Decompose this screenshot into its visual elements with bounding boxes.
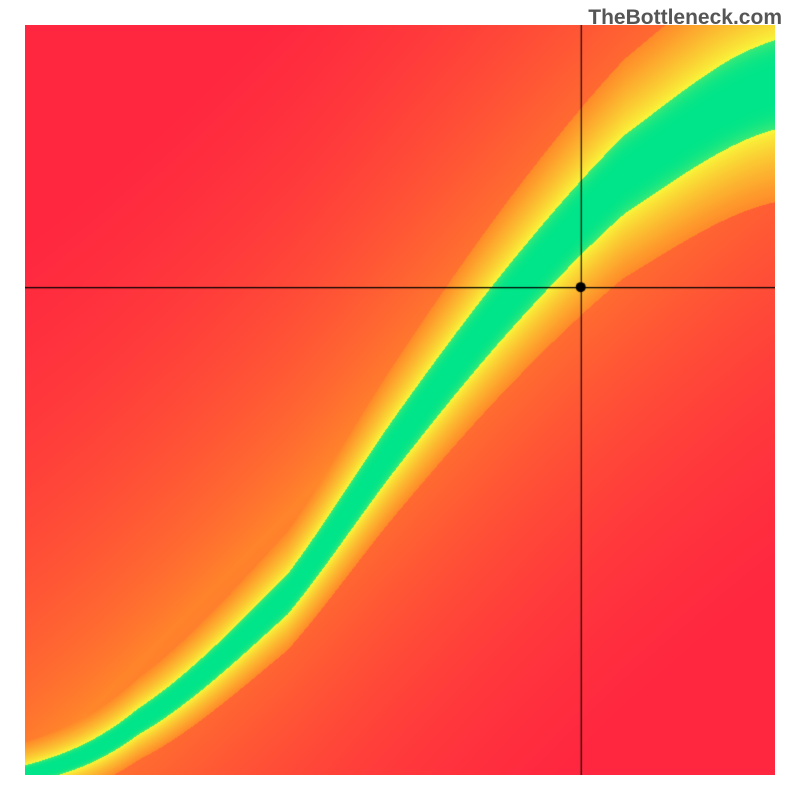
- heatmap-canvas: [25, 25, 775, 775]
- bottleneck-heatmap: [25, 25, 775, 775]
- watermark-text: TheBottleneck.com: [588, 6, 782, 30]
